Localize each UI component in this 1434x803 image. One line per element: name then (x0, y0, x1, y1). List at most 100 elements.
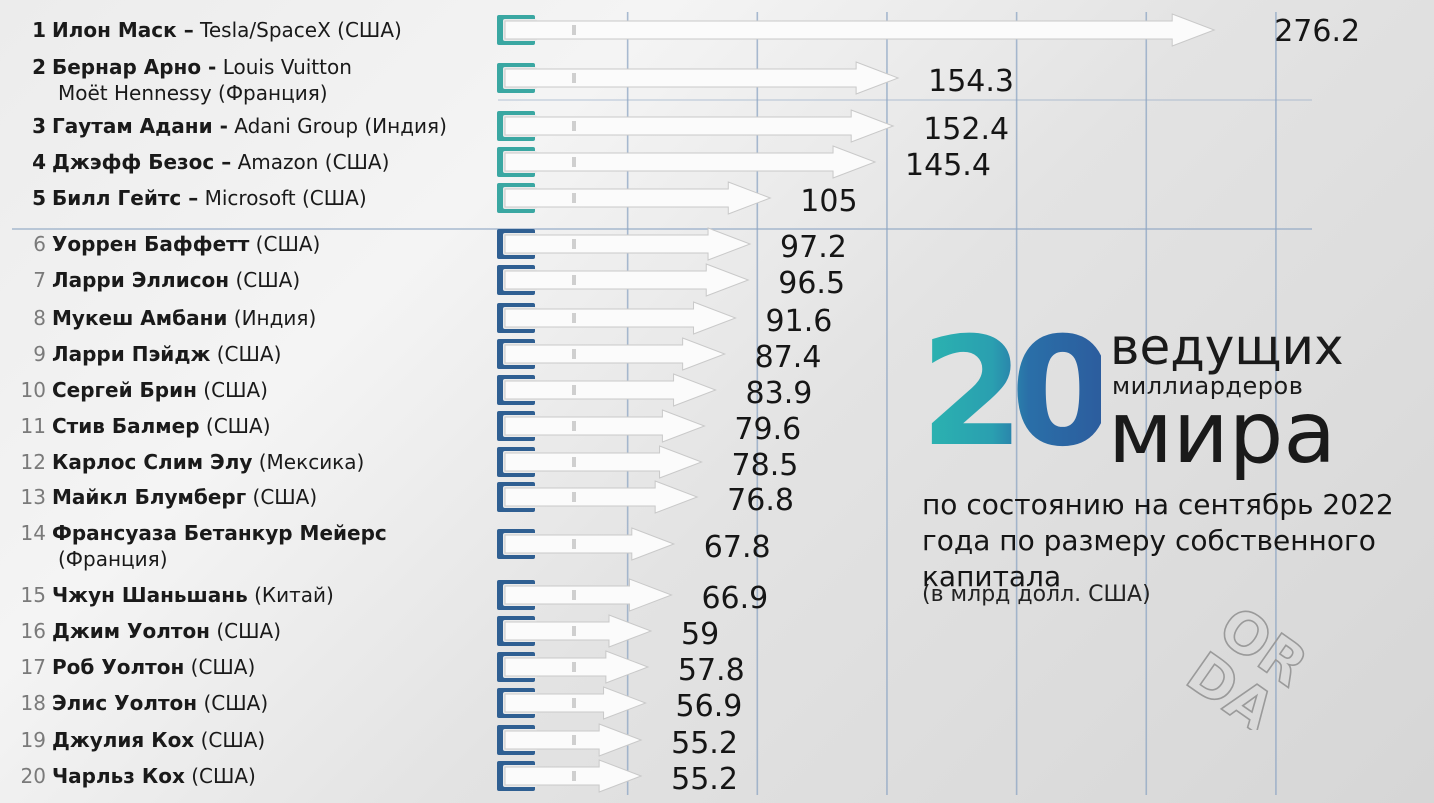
row-label: 18 Элис Уолтон (США) (0, 690, 490, 716)
row-label: 6 Уоррен Баффетт (США) (0, 231, 490, 257)
bar-13 (497, 480, 699, 514)
company-country: (Мексика) (252, 450, 365, 474)
company-country: (Китай) (247, 583, 334, 607)
bar-arrow-mark (572, 421, 576, 431)
value-label: 152.4 (923, 112, 1010, 147)
company-country: Amazon (США) (231, 150, 390, 174)
billionaire-name: Ларри Эллисон (52, 268, 230, 292)
billionaire-name: Чарльз Кох (52, 764, 185, 788)
bar-16 (497, 614, 653, 648)
bar-arrow (504, 227, 752, 261)
bar-arrow-mark (572, 590, 576, 600)
row-label: 16 Джим Уолтон (США) (0, 618, 490, 644)
rank-number: 13 (20, 485, 46, 509)
company-country: (США) (210, 619, 281, 643)
bar-arrow-mark (572, 349, 576, 359)
value-label: 83.9 (745, 376, 813, 411)
bar-10 (497, 373, 717, 407)
row-label: 4 Джэфф Безос – Amazon (США) (0, 149, 490, 175)
bar-arrow (504, 181, 772, 215)
bar-20 (497, 759, 643, 793)
company-country: (США) (184, 655, 256, 679)
bar-4 (497, 145, 877, 179)
bar-19 (497, 723, 643, 757)
value-label: 276.2 (1274, 14, 1361, 49)
bar-arrow (504, 145, 877, 179)
rank-number: 1 (32, 18, 46, 42)
company-country: (США) (229, 268, 301, 292)
value-label: 96.5 (778, 266, 846, 301)
bar-12 (497, 445, 703, 479)
bar-arrow-mark (572, 457, 576, 467)
bar-arrow (504, 61, 900, 95)
bar-arrow (504, 578, 673, 612)
bar-arrow (504, 13, 1216, 47)
rank-number: 2 (32, 55, 46, 79)
chart-subtitle: по состоянию на сентябрь 2022 года по ра… (922, 488, 1394, 593)
bar-1 (497, 13, 1216, 47)
rank-number: 5 (32, 186, 46, 210)
billionaire-name: Майкл Блумберг (52, 485, 247, 509)
bar-arrow-mark (572, 698, 576, 708)
billionaire-name: Джулия Кох (52, 728, 195, 752)
bar-arrow (504, 373, 717, 407)
company-country: Louis Vuitton (216, 55, 352, 79)
company-country: (США) (194, 728, 266, 752)
value-label: 78.5 (731, 448, 799, 483)
bar-arrow-mark (572, 73, 576, 83)
bar-arrow-mark (572, 313, 576, 323)
billionaire-name: Илон Маск – (52, 18, 194, 42)
bar-arrow-mark (572, 157, 576, 167)
bar-8 (497, 301, 737, 335)
bar-17 (497, 650, 650, 684)
bar-11 (497, 409, 706, 443)
row-label: 13 Майкл Блумберг (США) (0, 484, 490, 510)
row-label: 7 Ларри Эллисон (США) (0, 267, 490, 293)
company-country-line2: (Франция) (58, 547, 168, 571)
rank-number: 20 (20, 764, 46, 788)
billionaire-name: Карлос Слим Элу (52, 450, 253, 474)
billionaire-name: Уоррен Баффетт (52, 232, 250, 256)
rank-number: 18 (20, 691, 46, 715)
row-label: 1 Илон Маск – Tesla/SpaceX (США) (0, 17, 490, 43)
billionaire-name: Сергей Брин (52, 378, 197, 402)
company-country: (США) (249, 232, 321, 256)
billionaire-name: Бернар Арно - (52, 55, 217, 79)
rank-number: 6 (33, 232, 46, 256)
bar-9 (497, 337, 727, 371)
value-label: 145.4 (905, 148, 991, 183)
row-label: 20 Чарльз Кох (США) (0, 763, 490, 789)
company-country: (Индия) (227, 306, 317, 330)
billionaire-name: Джим Уолтон (52, 619, 210, 643)
value-label: 55.2 (671, 726, 738, 761)
row-label: 10 Сергей Брин (США) (0, 377, 490, 403)
company-country: Tesla/SpaceX (США) (193, 18, 402, 42)
row-label: 14 Франсуаза Бетанкур Мейерс (Франция) (0, 520, 490, 572)
bar-arrow-mark (572, 626, 576, 636)
rank-number: 12 (20, 450, 46, 474)
bar-arrow-mark (572, 193, 576, 203)
row-label: 15 Чжун Шаньшань (Китай) (0, 582, 490, 608)
headline-word-world: мира (1108, 383, 1337, 483)
value-label: 57.8 (677, 653, 745, 688)
row-label: 2 Бернар Арно - Louis Vuitton Moët Henness… (0, 54, 490, 106)
value-label: 91.6 (765, 304, 833, 339)
bar-2 (497, 61, 900, 95)
row-label: 19 Джулия Кох (США) (0, 727, 490, 753)
billionaire-name: Стив Балмер (52, 414, 200, 438)
rank-number: 11 (20, 414, 46, 438)
headline-number: 20 (920, 306, 1115, 480)
billionaire-name: Роб Уолтон (52, 655, 185, 679)
billionaire-name: Билл Гейтс – (52, 186, 199, 210)
row-label: 17 Роб Уолтон (США) (0, 654, 490, 680)
company-country: (США) (199, 414, 271, 438)
bar-arrow-mark (572, 662, 576, 672)
company-country: (США) (246, 485, 318, 509)
value-label: 76.8 (727, 483, 794, 518)
row-label: 12 Карлос Слим Элу (Мексика) (0, 449, 490, 475)
value-label: 79.6 (734, 412, 802, 447)
rank-number: 9 (33, 342, 46, 366)
billionaire-name: Франсуаза Бетанкур Мейерс (52, 521, 387, 545)
headline: 20 ведущих миллиардеров мира (920, 318, 1380, 478)
